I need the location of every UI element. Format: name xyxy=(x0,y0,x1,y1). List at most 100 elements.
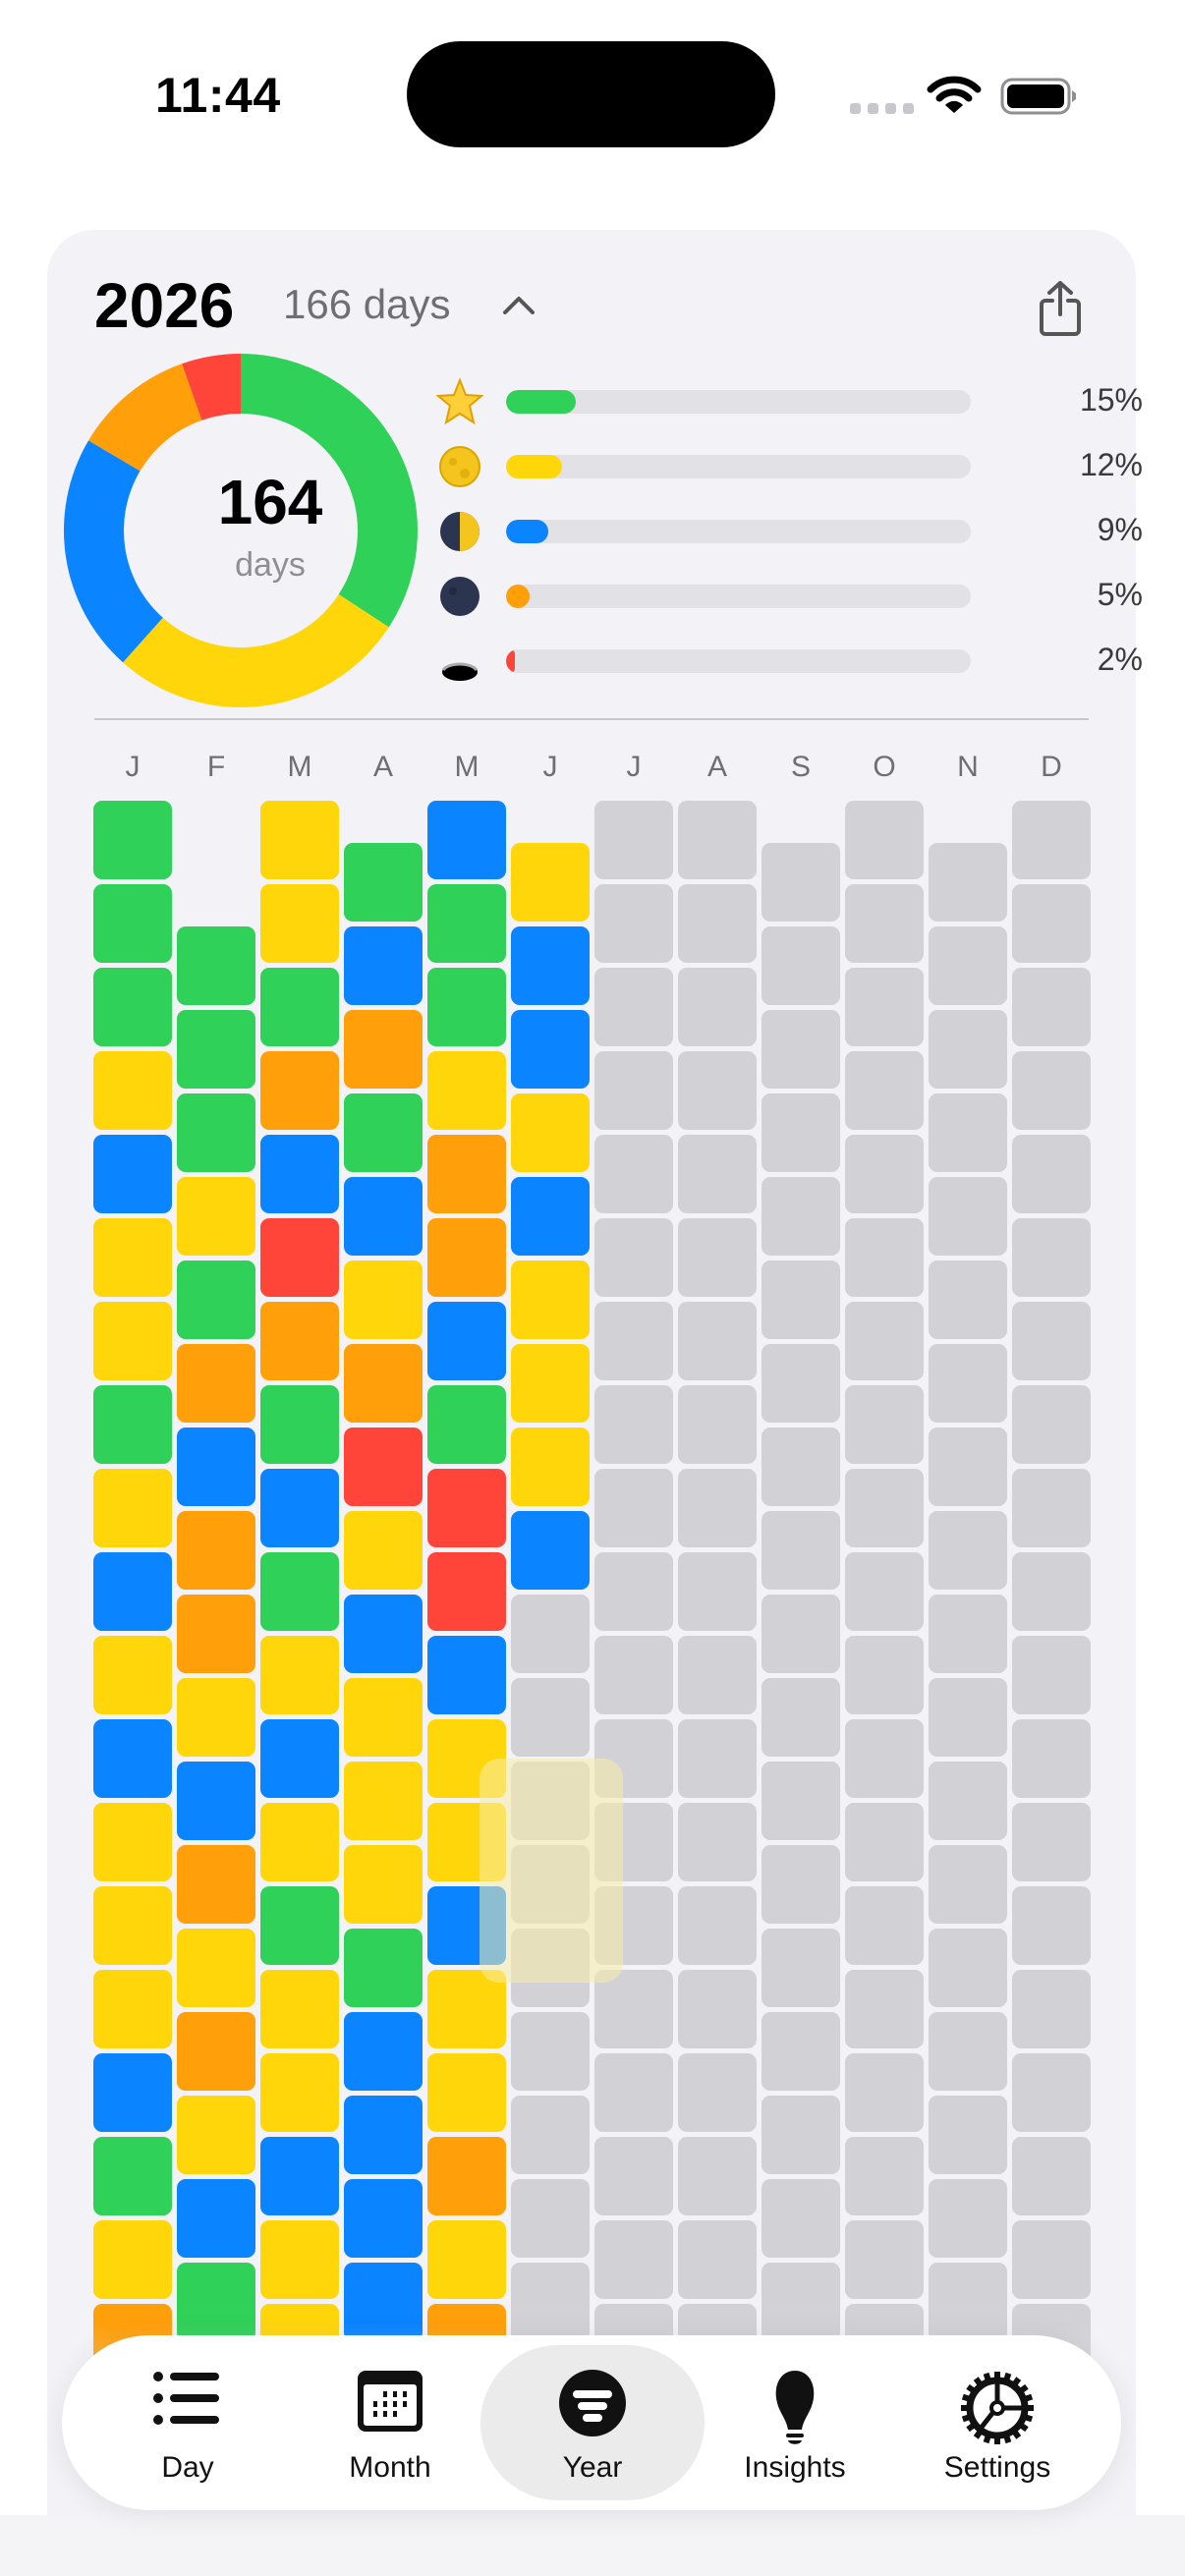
day-cell[interactable] xyxy=(1012,1385,1091,1464)
day-cell[interactable] xyxy=(1012,1302,1091,1380)
day-cell[interactable] xyxy=(260,2137,339,2215)
day-cell[interactable] xyxy=(177,1343,255,1423)
day-cell[interactable] xyxy=(93,1886,172,1965)
day-cell[interactable] xyxy=(678,1218,757,1297)
day-cell[interactable] xyxy=(845,968,924,1046)
day-cell[interactable] xyxy=(427,801,506,879)
day-cell[interactable] xyxy=(762,842,840,922)
day-cell[interactable] xyxy=(93,884,172,963)
day-cell[interactable] xyxy=(427,1636,506,1714)
day-cell[interactable] xyxy=(594,1636,673,1714)
day-cell[interactable] xyxy=(845,2220,924,2299)
day-cell[interactable] xyxy=(845,1719,924,1798)
day-cell[interactable] xyxy=(177,1176,255,1256)
tab-settings[interactable]: Settings xyxy=(899,2335,1096,2510)
day-cell[interactable] xyxy=(260,1135,339,1213)
day-cell[interactable] xyxy=(678,2220,757,2299)
day-cell[interactable] xyxy=(762,925,840,1005)
day-cell[interactable] xyxy=(177,1092,255,1172)
day-cell[interactable] xyxy=(511,1092,590,1172)
day-cell[interactable] xyxy=(260,1803,339,1881)
day-cell[interactable] xyxy=(344,1343,423,1423)
day-cell[interactable] xyxy=(93,1469,172,1547)
day-cell[interactable] xyxy=(511,1009,590,1089)
day-cell[interactable] xyxy=(344,1761,423,1840)
tab-month[interactable]: Month xyxy=(292,2335,488,2510)
day-cell[interactable] xyxy=(1012,1970,1091,2048)
day-cell[interactable] xyxy=(511,1176,590,1256)
day-cell[interactable] xyxy=(594,1218,673,1297)
day-cell[interactable] xyxy=(427,1385,506,1464)
day-cell[interactable] xyxy=(177,1844,255,1924)
day-cell[interactable] xyxy=(427,884,506,963)
day-cell[interactable] xyxy=(929,1510,1007,1590)
day-cell[interactable] xyxy=(177,1594,255,1673)
day-cell[interactable] xyxy=(762,1844,840,1924)
day-cell[interactable] xyxy=(929,1176,1007,1256)
day-cell[interactable] xyxy=(594,2220,673,2299)
day-cell[interactable] xyxy=(678,1636,757,1714)
day-cell[interactable] xyxy=(260,1218,339,1297)
day-cell[interactable] xyxy=(678,1135,757,1213)
day-cell[interactable] xyxy=(762,1176,840,1256)
day-cell[interactable] xyxy=(93,1970,172,2048)
day-cell[interactable] xyxy=(678,1552,757,1631)
day-cell[interactable] xyxy=(762,1928,840,2007)
day-cell[interactable] xyxy=(845,1552,924,1631)
day-cell[interactable] xyxy=(845,2137,924,2215)
day-cell[interactable] xyxy=(511,1677,590,1757)
day-cell[interactable] xyxy=(427,1051,506,1130)
day-cell[interactable] xyxy=(260,1385,339,1464)
day-cell[interactable] xyxy=(678,1886,757,1965)
day-cell[interactable] xyxy=(93,801,172,879)
day-cell[interactable] xyxy=(845,1385,924,1464)
day-cell[interactable] xyxy=(1012,2137,1091,2215)
day-cell[interactable] xyxy=(1012,1218,1091,1297)
day-cell[interactable] xyxy=(678,1719,757,1798)
day-cell[interactable] xyxy=(762,1510,840,1590)
day-cell[interactable] xyxy=(845,1135,924,1213)
chevron-up-icon[interactable] xyxy=(499,291,538,318)
day-cell[interactable] xyxy=(260,2220,339,2299)
day-cell[interactable] xyxy=(93,1302,172,1380)
day-cell[interactable] xyxy=(762,1092,840,1172)
day-cell[interactable] xyxy=(929,1594,1007,1673)
day-cell[interactable] xyxy=(260,1636,339,1714)
day-cell[interactable] xyxy=(594,1552,673,1631)
day-cell[interactable] xyxy=(260,968,339,1046)
day-cell[interactable] xyxy=(929,1844,1007,1924)
day-cell[interactable] xyxy=(427,1970,506,2048)
day-cell[interactable] xyxy=(1012,1886,1091,1965)
day-cell[interactable] xyxy=(177,1761,255,1840)
day-cell[interactable] xyxy=(93,2137,172,2215)
day-cell[interactable] xyxy=(929,925,1007,1005)
day-cell[interactable] xyxy=(344,2095,423,2174)
day-cell[interactable] xyxy=(1012,968,1091,1046)
day-cell[interactable] xyxy=(845,1886,924,1965)
day-cell[interactable] xyxy=(762,1761,840,1840)
day-cell[interactable] xyxy=(511,842,590,922)
day-cell[interactable] xyxy=(344,1176,423,1256)
tab-day[interactable]: Day xyxy=(89,2335,286,2510)
day-cell[interactable] xyxy=(93,1803,172,1881)
day-cell[interactable] xyxy=(260,1719,339,1798)
day-cell[interactable] xyxy=(260,1886,339,1965)
day-cell[interactable] xyxy=(177,1009,255,1089)
day-cell[interactable] xyxy=(177,2095,255,2174)
day-cell[interactable] xyxy=(427,2053,506,2132)
day-cell[interactable] xyxy=(1012,2053,1091,2132)
day-cell[interactable] xyxy=(93,1218,172,1297)
day-cell[interactable] xyxy=(1012,2220,1091,2299)
day-cell[interactable] xyxy=(177,1677,255,1757)
day-cell[interactable] xyxy=(762,1677,840,1757)
day-cell[interactable] xyxy=(845,1803,924,1881)
day-cell[interactable] xyxy=(1012,801,1091,879)
day-cell[interactable] xyxy=(845,1970,924,2048)
day-cell[interactable] xyxy=(594,1302,673,1380)
day-cell[interactable] xyxy=(1012,1552,1091,1631)
day-cell[interactable] xyxy=(511,925,590,1005)
day-cell[interactable] xyxy=(177,1510,255,1590)
day-cell[interactable] xyxy=(260,2053,339,2132)
day-cell[interactable] xyxy=(762,2095,840,2174)
